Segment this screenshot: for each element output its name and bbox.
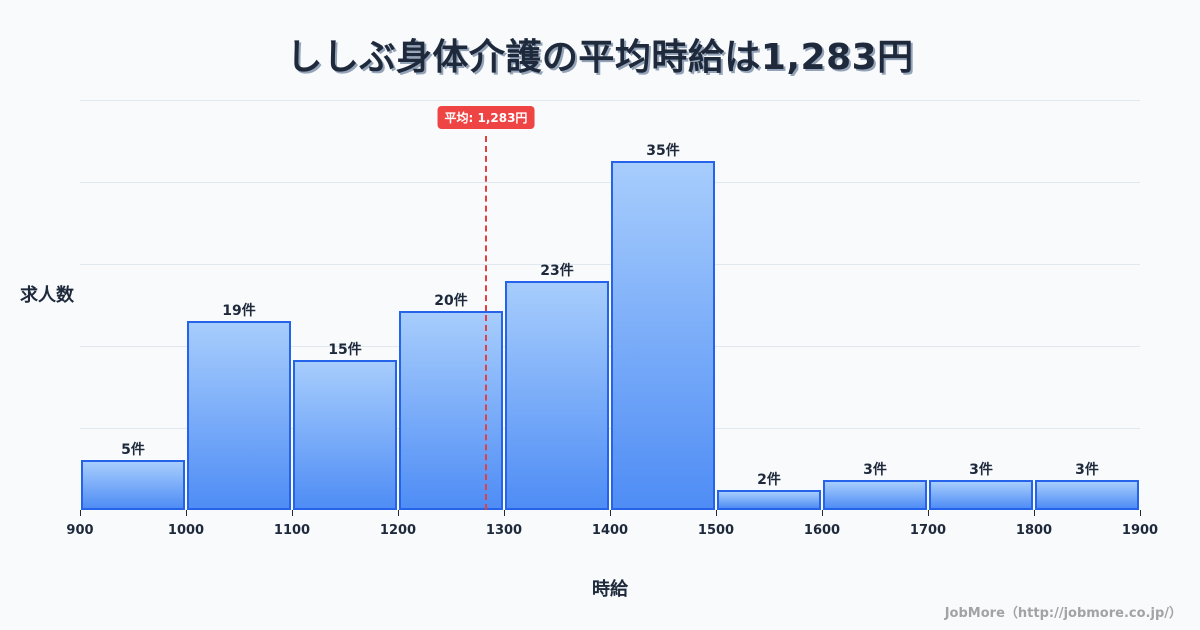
x-tick [292, 510, 293, 516]
bar-value-label: 2件 [757, 472, 781, 489]
bar-value-label: 3件 [1075, 462, 1099, 479]
bar-value-label: 3件 [863, 462, 887, 479]
bar-value-label: 20件 [434, 292, 468, 309]
credit-text: JobMore（http://jobmore.co.jp/） [944, 606, 1182, 621]
average-line [484, 136, 487, 510]
x-tick-label: 900 [66, 523, 94, 538]
bar-value-label: 19件 [222, 302, 256, 319]
gridline [80, 346, 1140, 347]
x-tick [504, 510, 505, 516]
average-badge: 平均: 1,283円 [437, 106, 535, 129]
bar-value-label: 3件 [969, 462, 993, 479]
gridline [80, 428, 1140, 429]
histogram-bar: 5件 [81, 442, 185, 510]
gridline [80, 182, 1140, 183]
x-tick-label: 1900 [1121, 523, 1159, 538]
x-tick [822, 510, 823, 516]
x-tick [1034, 510, 1035, 516]
chart-title: ししぶ身体介護の平均時給は1,283円 [286, 37, 914, 78]
x-tick-label: 1300 [485, 523, 523, 538]
gridline [80, 100, 1140, 101]
x-tick [928, 510, 929, 516]
histogram-bar: 3件 [1035, 462, 1139, 510]
bar-value-label: 15件 [328, 342, 362, 359]
x-tick-label: 1500 [697, 523, 735, 538]
x-tick [716, 510, 717, 516]
plot-area: 5件 19件 15件 20件 23件 35件 2件 3件 3件 3件 900 1000 1100 120… [66, 100, 1158, 538]
y-axis-label: 求人数 [20, 285, 74, 306]
histogram-bar: 23件 [505, 263, 609, 510]
histogram-bar: 15件 [293, 342, 397, 510]
x-tick-label: 1200 [379, 523, 417, 538]
x-tick-label: 1600 [803, 523, 841, 538]
x-tick [610, 510, 611, 516]
bar-value-label: 35件 [646, 143, 680, 160]
x-axis-label: 時給 [592, 579, 628, 600]
x-tick-label: 1800 [1015, 523, 1053, 538]
histogram-bar: 35件 [611, 143, 715, 510]
histogram-bar: 3件 [929, 462, 1033, 510]
x-tick-label: 1700 [909, 523, 947, 538]
histogram-bar: 3件 [823, 462, 927, 510]
x-tick-label: 1100 [273, 523, 311, 538]
x-tick [80, 510, 81, 516]
gridline [80, 264, 1140, 265]
histogram-bar: 2件 [717, 472, 821, 510]
x-tick-label: 1000 [167, 523, 205, 538]
x-tick [398, 510, 399, 516]
x-tick-label: 1400 [591, 523, 629, 538]
x-tick [1140, 510, 1141, 516]
bar-value-label: 23件 [540, 262, 574, 279]
histogram-bar: 19件 [187, 303, 291, 510]
bar-value-label: 5件 [121, 442, 145, 459]
histogram-bar: 20件 [399, 293, 503, 510]
x-tick [186, 510, 187, 516]
